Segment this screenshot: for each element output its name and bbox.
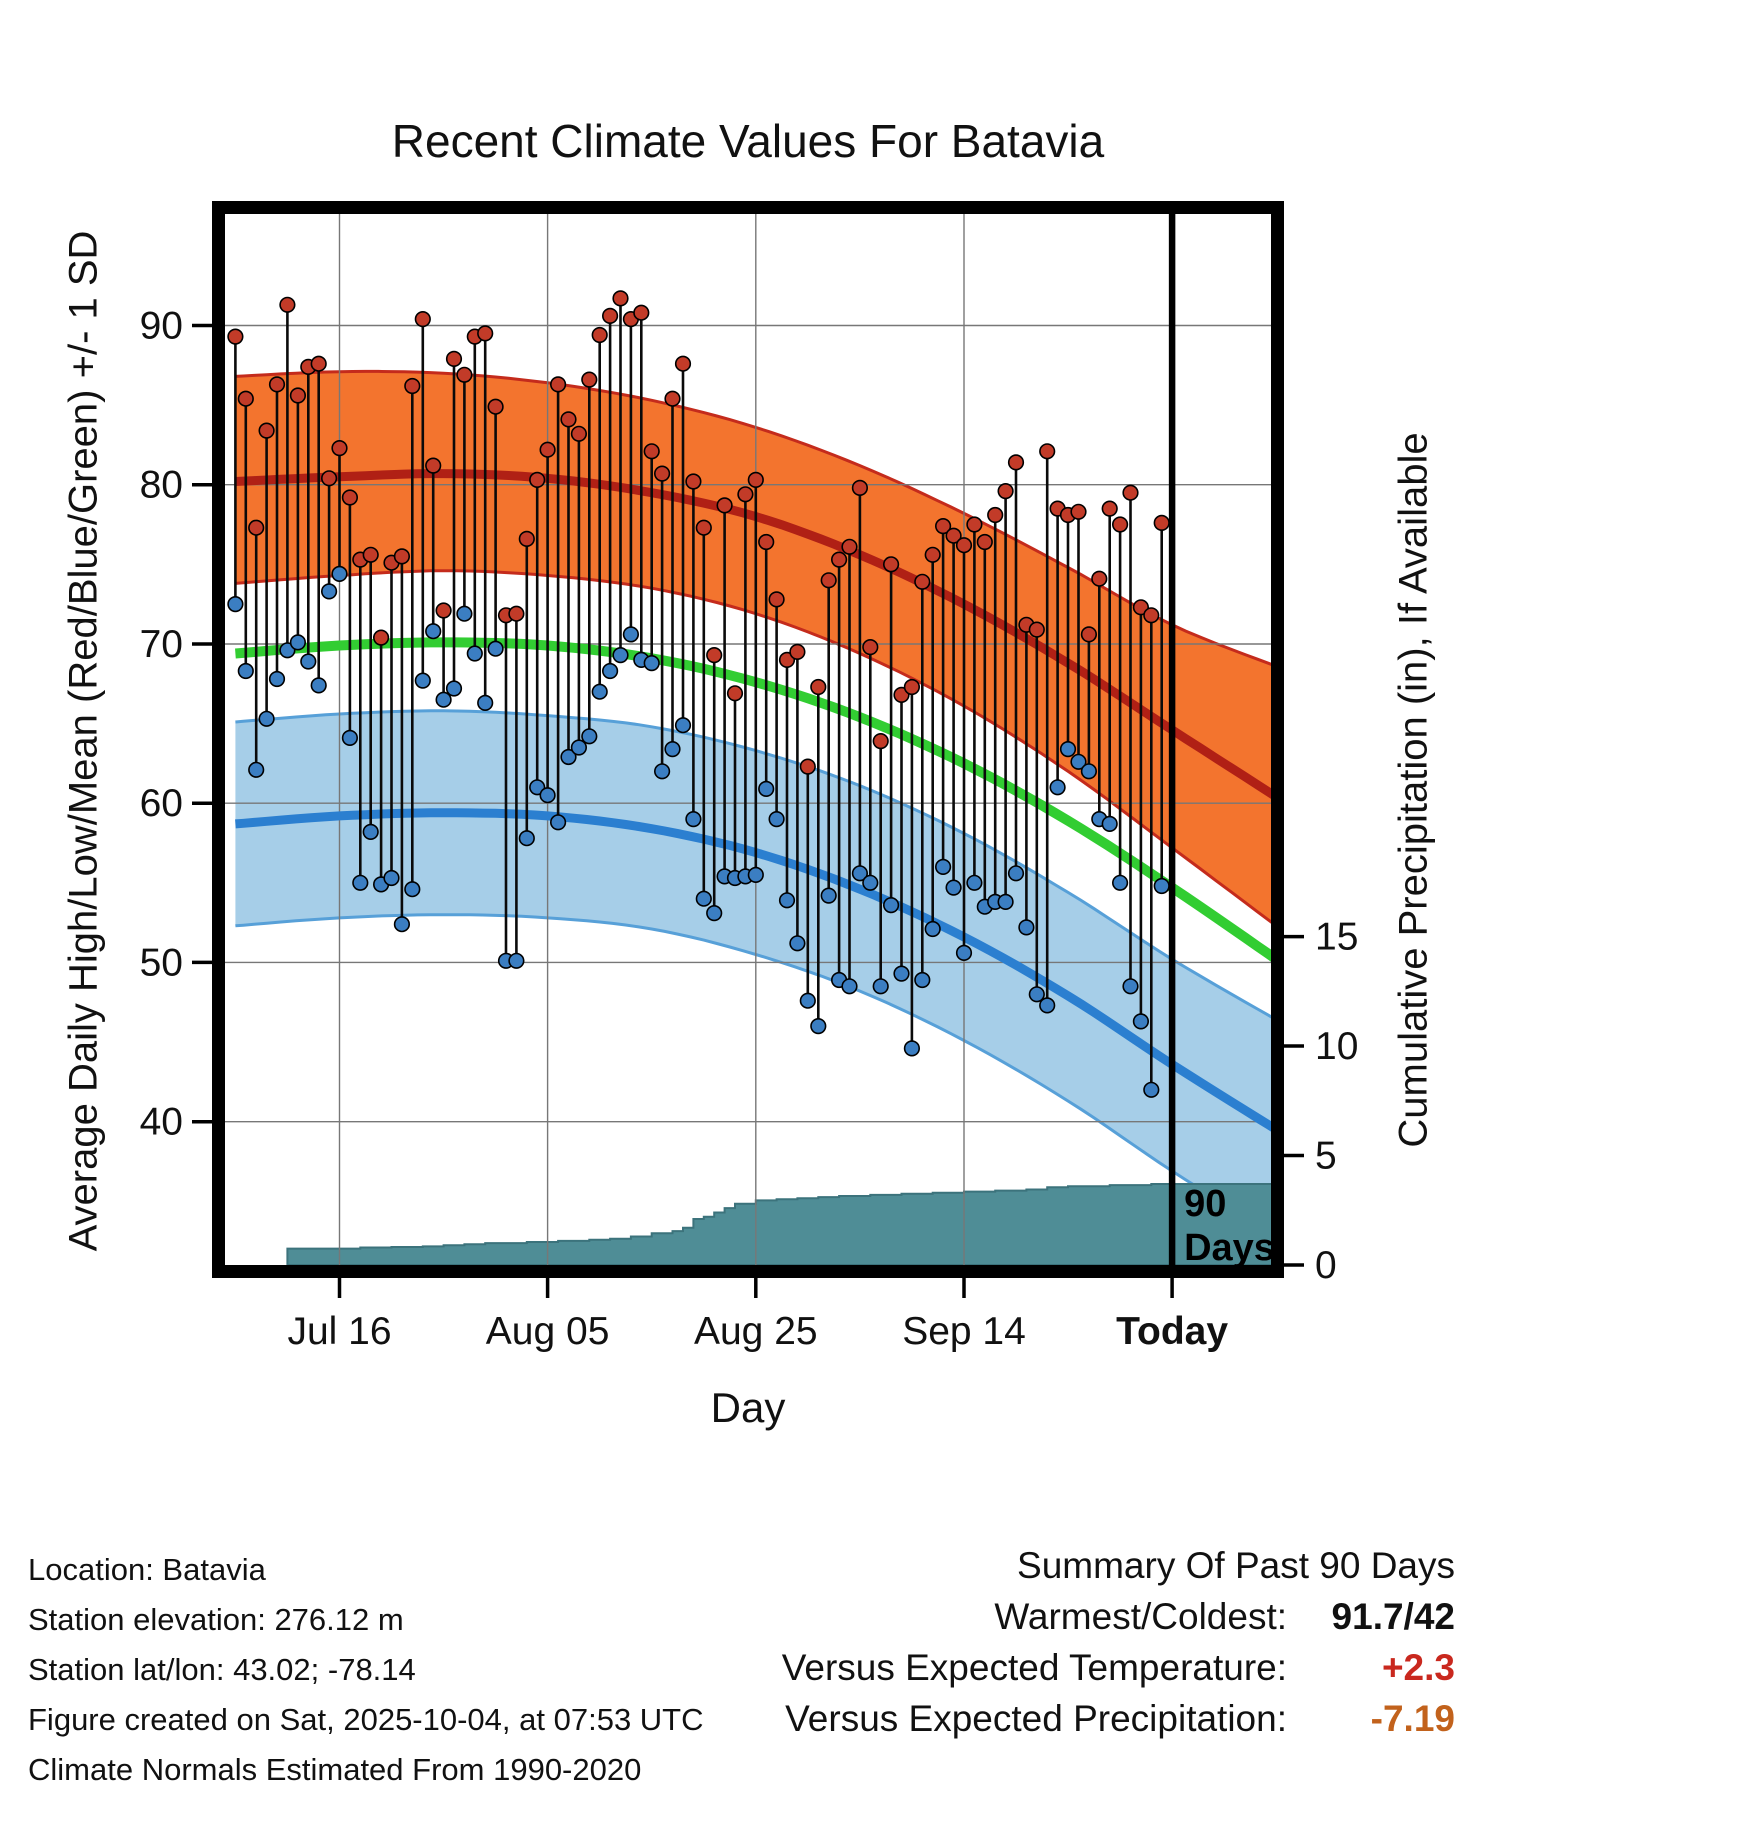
summary-row: Warmest/Coldest: 91.7/42 [782,1591,1455,1642]
axis-ticks: 40 50 60 70 80 90 0 5 10 15 Jul 16 Aug 05 Aug 25 Sep … [140,305,1359,1354]
x-tick-label: Jul 16 [287,1310,391,1353]
metadata-line: Figure created on Sat, 2025-10-04, at 07… [28,1702,704,1737]
summary-row: Versus Expected Precipitation: -7.19 [782,1693,1455,1744]
y-right-tick-label: 10 [1315,1025,1358,1068]
y-left-tick-label: 90 [140,305,183,348]
daily-high-dots [227,290,1170,775]
summary-value: 91.7/42 [1331,1596,1455,1637]
summary-label: Versus Expected Temperature: [781,1647,1287,1688]
high-normal-band [235,371,1271,922]
x-axis-label: Day [710,1384,786,1431]
metadata-line: Location: Batavia [28,1552,266,1587]
summary-value: +2.3 [1381,1647,1455,1688]
metadata-line: Station elevation: 276.12 m [28,1602,404,1637]
summary-label: Versus Expected Precipitation: [785,1698,1287,1739]
y-left-tick-label: 70 [140,623,183,666]
daily-low-dots [227,565,1170,1098]
plot-area [225,214,1271,1265]
x-tick-label: Aug 05 [486,1310,610,1353]
x-tick-label: Aug 25 [694,1310,818,1353]
y-left-tick-label: 40 [140,1101,183,1144]
metadata-line: Climate Normals Estimated From 1990-2020 [28,1752,642,1787]
y-left-tick-label: 50 [140,941,183,984]
x-tick-label: Today [1116,1310,1228,1353]
x-tick-label: Sep 14 [902,1310,1026,1353]
y-left-tick-label: 60 [140,782,183,825]
station-metadata: Location: Batavia Station elevation: 276… [28,1545,704,1795]
y-right-tick-label: 0 [1315,1244,1337,1287]
chart-title: Recent Climate Values For Batavia [391,115,1105,167]
summary-value: -7.19 [1370,1698,1455,1739]
ninety-days-label-line1: 90 [1184,1183,1226,1225]
metadata-line: Station lat/lon: 43.02; -78.14 [28,1652,416,1687]
y-right-tick-label: 5 [1315,1135,1337,1178]
summary-row: Versus Expected Temperature: +2.3 [782,1642,1455,1693]
cumulative-precip-area [286,1183,1271,1265]
summary-panel: Summary Of Past 90 Days Warmest/Coldest:… [782,1540,1455,1744]
summary-title: Summary Of Past 90 Days [1017,1545,1455,1586]
daily-temp-stems [234,298,1163,1090]
ninety-days-label-line2: Days [1184,1227,1275,1269]
y-right-tick-label: 15 [1315,916,1358,959]
low-normal-band [235,710,1271,1234]
y-left-tick-label: 80 [140,464,183,507]
plot-border [212,201,1284,1278]
summary-label: Warmest/Coldest: [994,1596,1287,1637]
